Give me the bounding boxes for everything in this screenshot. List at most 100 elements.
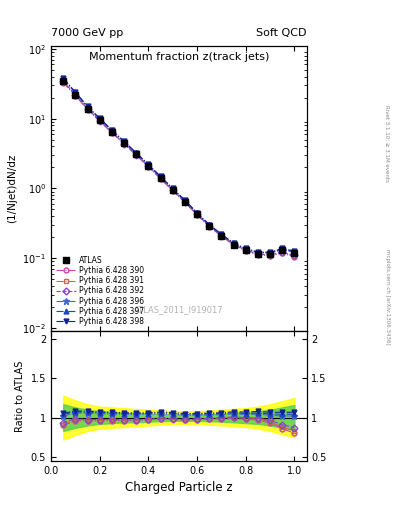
Pythia 6.428 396: [134, 151, 139, 157]
Pythia 6.428 396: [182, 198, 187, 204]
Pythia 6.428 391: [158, 176, 163, 182]
Text: mcplots.cern.ch [arXiv:1306.3436]: mcplots.cern.ch [arXiv:1306.3436]: [385, 249, 389, 345]
Pythia 6.428 391: [219, 232, 224, 239]
Pythia 6.428 397: [292, 249, 297, 255]
Pythia 6.428 398: [280, 245, 285, 251]
Pythia 6.428 398: [195, 210, 199, 216]
Pythia 6.428 392: [268, 252, 272, 258]
Pythia 6.428 397: [219, 231, 224, 238]
Pythia 6.428 397: [97, 116, 102, 122]
Pythia 6.428 398: [61, 75, 66, 81]
Pythia 6.428 390: [171, 187, 175, 194]
Pythia 6.428 391: [280, 250, 285, 256]
Pythia 6.428 398: [182, 197, 187, 203]
Pythia 6.428 391: [61, 79, 66, 85]
Pythia 6.428 391: [182, 199, 187, 205]
Pythia 6.428 391: [243, 247, 248, 253]
Pythia 6.428 398: [134, 150, 139, 156]
Pythia 6.428 396: [97, 116, 102, 122]
Pythia 6.428 390: [85, 106, 90, 113]
Pythia 6.428 397: [61, 76, 66, 82]
Pythia 6.428 396: [61, 76, 66, 82]
Pythia 6.428 397: [171, 186, 175, 192]
Pythia 6.428 392: [255, 251, 260, 257]
Pythia 6.428 390: [231, 242, 236, 248]
Pythia 6.428 391: [134, 152, 139, 158]
Pythia 6.428 392: [292, 252, 297, 259]
Pythia 6.428 396: [122, 139, 127, 145]
Pythia 6.428 392: [73, 92, 78, 98]
Pythia 6.428 397: [268, 250, 272, 256]
Pythia 6.428 390: [280, 250, 285, 257]
Pythia 6.428 392: [219, 232, 224, 239]
Pythia 6.428 391: [73, 92, 78, 98]
Pythia 6.428 397: [243, 246, 248, 252]
Pythia 6.428 392: [110, 129, 114, 135]
Pythia 6.428 398: [171, 185, 175, 191]
Pythia 6.428 392: [134, 152, 139, 158]
Pythia 6.428 390: [219, 233, 224, 239]
Pythia 6.428 391: [97, 118, 102, 124]
Pythia 6.428 397: [158, 174, 163, 180]
Pythia 6.428 396: [171, 186, 175, 192]
Pythia 6.428 398: [146, 161, 151, 167]
Pythia 6.428 391: [268, 252, 272, 259]
Pythia 6.428 397: [146, 162, 151, 168]
Legend: ATLAS, Pythia 6.428 390, Pythia 6.428 391, Pythia 6.428 392, Pythia 6.428 396, P: ATLAS, Pythia 6.428 390, Pythia 6.428 39…: [53, 253, 147, 329]
Pythia 6.428 391: [122, 141, 127, 147]
Pythia 6.428 396: [85, 104, 90, 110]
Pythia 6.428 392: [61, 78, 66, 84]
Pythia 6.428 390: [61, 79, 66, 86]
Pythia 6.428 390: [73, 93, 78, 99]
Pythia 6.428 390: [97, 118, 102, 124]
Pythia 6.428 390: [122, 141, 127, 147]
Pythia 6.428 398: [207, 222, 211, 228]
Text: Soft QCD: Soft QCD: [256, 28, 307, 38]
Pythia 6.428 396: [158, 174, 163, 180]
Pythia 6.428 390: [207, 223, 211, 229]
Pythia 6.428 390: [195, 211, 199, 218]
Pythia 6.428 396: [231, 241, 236, 247]
Text: 7000 GeV pp: 7000 GeV pp: [51, 28, 123, 38]
Pythia 6.428 392: [97, 118, 102, 124]
Pythia 6.428 392: [171, 187, 175, 194]
Pythia 6.428 398: [97, 115, 102, 121]
Pythia 6.428 397: [231, 240, 236, 246]
Pythia 6.428 391: [231, 242, 236, 248]
Pythia 6.428 396: [73, 90, 78, 96]
Pythia 6.428 390: [146, 164, 151, 170]
Pythia 6.428 397: [73, 90, 78, 96]
Pythia 6.428 396: [243, 246, 248, 252]
Pythia 6.428 398: [158, 174, 163, 180]
Pythia 6.428 392: [280, 249, 285, 255]
Pythia 6.428 397: [280, 246, 285, 252]
Pythia 6.428 396: [219, 232, 224, 238]
Pythia 6.428 392: [85, 106, 90, 112]
Pythia 6.428 390: [268, 253, 272, 259]
Text: ATLAS_2011_I919017: ATLAS_2011_I919017: [134, 305, 224, 314]
Pythia 6.428 398: [73, 89, 78, 95]
Pythia 6.428 390: [255, 252, 260, 258]
Pythia 6.428 398: [110, 127, 114, 133]
Pythia 6.428 390: [110, 130, 114, 136]
Pythia 6.428 391: [171, 187, 175, 194]
Pythia 6.428 392: [158, 175, 163, 181]
Pythia 6.428 398: [85, 103, 90, 110]
Pythia 6.428 390: [292, 254, 297, 260]
Pythia 6.428 398: [292, 248, 297, 254]
Text: Rivet 3.1.10; ≥ 3.1M events: Rivet 3.1.10; ≥ 3.1M events: [385, 105, 389, 182]
Pythia 6.428 396: [268, 250, 272, 257]
Line: Pythia 6.428 396: Pythia 6.428 396: [60, 76, 298, 257]
Pythia 6.428 398: [243, 245, 248, 251]
Pythia 6.428 396: [292, 249, 297, 255]
Y-axis label: Ratio to ATLAS: Ratio to ATLAS: [15, 360, 25, 432]
Pythia 6.428 397: [110, 127, 114, 134]
Pythia 6.428 390: [182, 199, 187, 205]
Y-axis label: (1/Njet)dN/dz: (1/Njet)dN/dz: [7, 154, 17, 223]
Pythia 6.428 397: [85, 103, 90, 110]
Pythia 6.428 391: [255, 251, 260, 258]
Pythia 6.428 390: [243, 248, 248, 254]
Pythia 6.428 391: [146, 163, 151, 169]
Pythia 6.428 397: [255, 249, 260, 255]
Line: Pythia 6.428 391: Pythia 6.428 391: [61, 80, 297, 259]
